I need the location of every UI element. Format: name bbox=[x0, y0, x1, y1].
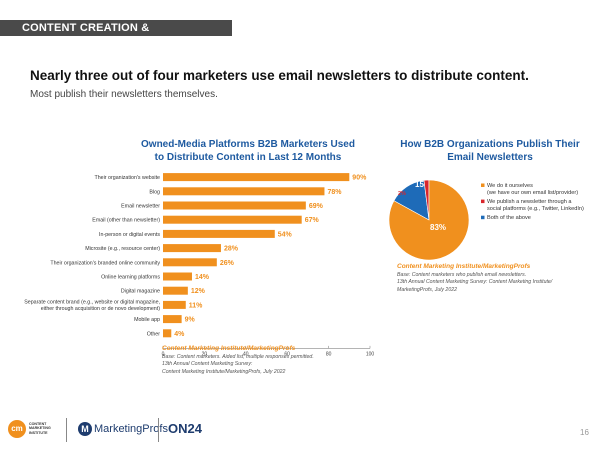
logo-divider bbox=[158, 418, 159, 442]
section-banner: CONTENT CREATION & DISTRIBUTION bbox=[0, 20, 232, 50]
bar-category-label: Blog bbox=[149, 189, 160, 195]
bar bbox=[163, 300, 186, 309]
bar-source-title: Content Marketing Institute/MarketingPro… bbox=[162, 345, 296, 352]
legend-label: We publish a newsletter through a social … bbox=[487, 199, 584, 212]
bar-source-line: Content Marketing Institute/MarketingPro… bbox=[162, 368, 286, 375]
page-headline: Nearly three out of four marketers use e… bbox=[30, 68, 529, 83]
bar-value-label: 11% bbox=[189, 302, 203, 309]
bar-value-label: 28% bbox=[224, 246, 239, 253]
footer-logos: cm CONTENT MARKETING INSTITUTE M Marketi… bbox=[8, 416, 268, 446]
pie-source-line: 13th Annual Content Marketing Survey: Co… bbox=[397, 279, 553, 285]
bar-category-label: Their organization's website bbox=[95, 175, 161, 181]
bar-category-label: Their organization's branded online comm… bbox=[50, 260, 160, 266]
legend-swatch bbox=[481, 183, 485, 187]
legend-swatch bbox=[481, 199, 485, 204]
pie-chart-title: How B2B Organizations Publish Their Emai… bbox=[400, 139, 580, 163]
bar-category-label: Digital magazine bbox=[121, 289, 160, 295]
bar-value-label: 54% bbox=[278, 231, 293, 238]
bar-value-label: 12% bbox=[191, 288, 206, 295]
bar bbox=[163, 286, 188, 295]
bar bbox=[163, 187, 325, 196]
pie-slice bbox=[388, 179, 470, 261]
bar bbox=[163, 315, 182, 324]
on24-logo: ON24 bbox=[168, 421, 202, 436]
bar-value-label: 90% bbox=[352, 175, 367, 182]
bar-value-label: 26% bbox=[220, 260, 235, 267]
bar-value-label: 14% bbox=[195, 274, 210, 281]
bar bbox=[163, 201, 306, 210]
bar bbox=[163, 173, 350, 182]
bar-value-label: 9% bbox=[185, 317, 196, 324]
pie-chart-source: Content Marketing Institute/MarketingPro… bbox=[397, 263, 582, 294]
bar-category-label: Microsite (e.g., resource center) bbox=[85, 246, 160, 252]
page-number: 16 bbox=[580, 428, 589, 437]
pie-source-title: Content Marketing Institute/MarketingPro… bbox=[397, 263, 531, 270]
bar bbox=[163, 329, 172, 338]
bar-category-label: Mobile app bbox=[134, 317, 160, 323]
x-tick-label: 100 bbox=[366, 351, 375, 357]
bar-value-label: 69% bbox=[309, 203, 324, 210]
bar-category-label: Email (other than newsletter) bbox=[92, 218, 160, 224]
bar-category-label: Email newsletter bbox=[121, 204, 160, 210]
marketingprofs-logo-text: MarketingProfs bbox=[94, 423, 168, 435]
bar bbox=[163, 258, 217, 267]
cmi-logo-line: CONTENT bbox=[29, 422, 47, 426]
bar bbox=[163, 244, 221, 253]
cmi-logo-text: CONTENT MARKETING INSTITUTE bbox=[29, 422, 51, 435]
pie-source-line: MarketingProfs, July 2022 bbox=[397, 286, 457, 293]
bar-value-label: 78% bbox=[327, 189, 342, 196]
bar bbox=[163, 229, 275, 238]
pie-slice-label: 83% bbox=[430, 223, 446, 232]
logo-divider bbox=[66, 418, 67, 442]
bar-source-line: 13th Annual Content Marketing Survey: bbox=[162, 361, 253, 367]
cmi-logo-line: INSTITUTE bbox=[29, 430, 48, 435]
bar bbox=[163, 215, 302, 224]
cmi-logo-mark: cm bbox=[8, 420, 26, 438]
page-subheadline: Most publish their newsletters themselve… bbox=[30, 89, 218, 100]
legend-swatch bbox=[481, 215, 485, 220]
legend-label: We do it ourselves (we have our own email… bbox=[487, 183, 578, 196]
bar-category-label: Other bbox=[147, 331, 160, 337]
bar-source-line: Base: Content marketers. Aided list; mul… bbox=[162, 353, 314, 360]
bar-value-label: 67% bbox=[305, 217, 320, 224]
pie-slice bbox=[423, 179, 430, 221]
pie-slice-label: 15% bbox=[415, 180, 431, 189]
bar bbox=[163, 272, 192, 281]
cmi-logo: cm CONTENT MARKETING INSTITUTE bbox=[8, 416, 58, 444]
legend-label: Both of the above bbox=[487, 215, 531, 221]
pie-source-line: Base: Content marketers who publish emai… bbox=[397, 271, 527, 278]
pie-slice-label: 2% bbox=[398, 191, 406, 197]
cmi-logo-line: MARKETING bbox=[29, 426, 51, 431]
bar-category-label: In-person or digital events bbox=[99, 232, 160, 238]
marketingprofs-logo-mark: M bbox=[78, 422, 92, 436]
bar-chart-source: Content Marketing Institute/MarketingPro… bbox=[162, 345, 362, 376]
bar-category-label: Online learning platforms bbox=[101, 275, 160, 281]
pie-slice bbox=[393, 179, 430, 221]
bar-value-label: 4% bbox=[174, 331, 185, 338]
bar-chart-title: Owned-Media Platforms B2B Marketers Used… bbox=[141, 139, 355, 163]
bar-category-label: Separate content brand (e.g., website or… bbox=[24, 300, 160, 313]
